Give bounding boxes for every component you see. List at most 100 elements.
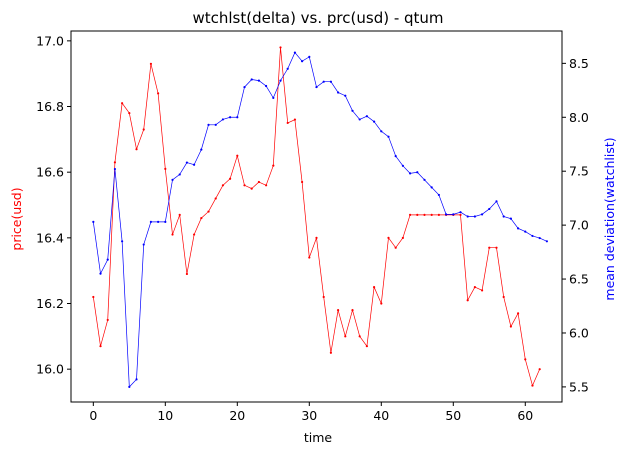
watchlist-series-point bbox=[516, 227, 520, 230]
watchlist-series-point bbox=[329, 80, 332, 83]
price-series-point bbox=[394, 246, 397, 249]
x-tick-label: 0 bbox=[89, 408, 97, 423]
right-tick-label: 7.0 bbox=[569, 218, 589, 233]
price-series-point bbox=[293, 118, 297, 121]
price-series-point bbox=[135, 148, 138, 151]
price-series-point bbox=[516, 312, 520, 315]
watchlist-series-point bbox=[171, 178, 174, 181]
price-series-point bbox=[502, 295, 505, 299]
watchlist-series-point bbox=[149, 220, 153, 223]
watchlist-series-point bbox=[200, 148, 203, 151]
watchlist-series-point bbox=[372, 120, 376, 123]
price-series-point bbox=[423, 213, 426, 216]
watchlist-series-point bbox=[236, 116, 239, 119]
watchlist-series-point bbox=[221, 118, 225, 121]
watchlist-series-point bbox=[531, 234, 534, 238]
watchlist-series-point bbox=[121, 240, 124, 243]
x-axis-ticks: 0 10 20 30 40 50 60 bbox=[89, 402, 533, 423]
price-series-point bbox=[236, 154, 239, 157]
price-series-point bbox=[257, 180, 261, 184]
watchlist-series-point bbox=[135, 378, 138, 381]
price-series-point bbox=[351, 308, 354, 312]
watchlist-series-point bbox=[214, 123, 217, 126]
watchlist-series-point bbox=[322, 80, 325, 83]
watchlist-series-point bbox=[336, 91, 340, 94]
right-axis-label: mean deviation(watchlist) bbox=[602, 137, 617, 300]
watchlist-series-point bbox=[229, 116, 232, 119]
watchlist-series-point bbox=[265, 84, 268, 88]
price-series-point bbox=[488, 246, 491, 249]
price-series-point bbox=[322, 295, 325, 299]
price-series-point bbox=[301, 180, 304, 184]
x-tick-label: 40 bbox=[373, 408, 389, 423]
price-series-point bbox=[408, 213, 412, 216]
watchlist-series-point bbox=[207, 123, 210, 126]
price-series-point bbox=[142, 128, 145, 131]
plot-frame bbox=[70, 30, 563, 403]
watchlist-series-point bbox=[502, 215, 505, 218]
watchlist-series-point bbox=[545, 240, 548, 243]
left-axis-ticks: 16.0 16.2 16.4 16.6 16.8 17.0 bbox=[36, 33, 71, 377]
x-axis-label: time bbox=[304, 430, 333, 445]
price-series-point bbox=[279, 46, 282, 49]
watchlist-series-point bbox=[444, 213, 448, 216]
watchlist-series-point bbox=[157, 220, 160, 223]
price-series-point bbox=[473, 285, 476, 289]
watchlist-series-point bbox=[423, 178, 426, 181]
right-tick-label: 6.0 bbox=[569, 325, 589, 340]
left-axis-label: price(usd) bbox=[9, 187, 24, 250]
price-series-point bbox=[538, 368, 541, 371]
left-tick-label: 16.8 bbox=[36, 99, 64, 114]
price-series-point bbox=[531, 384, 534, 387]
x-tick-label: 20 bbox=[229, 408, 245, 423]
price-series-point bbox=[329, 351, 332, 354]
price-series-point bbox=[178, 213, 181, 216]
watchlist-series-point bbox=[164, 220, 167, 223]
price-series-point bbox=[387, 236, 390, 239]
left-tick-label: 16.4 bbox=[36, 230, 64, 245]
series-layer bbox=[92, 46, 548, 389]
price-series-point bbox=[200, 217, 203, 220]
watchlist-series-point bbox=[408, 172, 412, 175]
price-series-point bbox=[308, 256, 311, 259]
watchlist-series-point bbox=[142, 243, 145, 246]
left-tick-label: 16.2 bbox=[36, 296, 64, 311]
price-series-point bbox=[164, 167, 167, 170]
price-series-point bbox=[430, 213, 433, 216]
watchlist-series-point bbox=[185, 161, 189, 164]
watchlist-series-point bbox=[286, 67, 289, 70]
watchlist-series-point bbox=[178, 173, 181, 176]
right-axis-ticks: 5.5 6.0 6.5 7.0 7.5 8.0 8.5 bbox=[562, 56, 589, 394]
price-series-point bbox=[121, 102, 124, 105]
price-series-point bbox=[380, 302, 383, 305]
watchlist-series-point bbox=[365, 115, 368, 118]
price-series-point bbox=[524, 358, 527, 361]
price-series-point bbox=[480, 289, 484, 292]
price-series-point bbox=[437, 213, 440, 216]
watchlist-series-point bbox=[401, 164, 404, 167]
watchlist-series-point bbox=[279, 79, 282, 82]
watchlist-series-point bbox=[243, 85, 246, 89]
price-series-point bbox=[207, 210, 210, 213]
watchlist-series-point bbox=[524, 230, 527, 233]
price-series-point bbox=[214, 197, 217, 200]
price-series-point bbox=[157, 92, 160, 95]
watchlist-series-point bbox=[344, 94, 347, 97]
watchlist-series-point bbox=[509, 217, 512, 220]
price-series-point bbox=[495, 246, 498, 249]
price-series-point bbox=[193, 233, 196, 236]
chart-title: wtchlst(delta) vs. prc(usd) - qtum bbox=[192, 9, 443, 27]
watchlist-series-point bbox=[293, 51, 297, 54]
price-series-point bbox=[92, 295, 95, 299]
price-series-point bbox=[466, 299, 469, 302]
price-series-point bbox=[128, 111, 131, 115]
watchlist-series-point bbox=[430, 186, 433, 189]
price-series-point bbox=[365, 345, 368, 348]
x-tick-label: 50 bbox=[445, 408, 461, 423]
watchlist-series-point bbox=[301, 60, 304, 63]
watchlist-series-point bbox=[459, 211, 462, 214]
price-series-point bbox=[344, 335, 347, 338]
watchlist-series-point bbox=[99, 272, 102, 275]
price-series-point bbox=[358, 335, 361, 338]
